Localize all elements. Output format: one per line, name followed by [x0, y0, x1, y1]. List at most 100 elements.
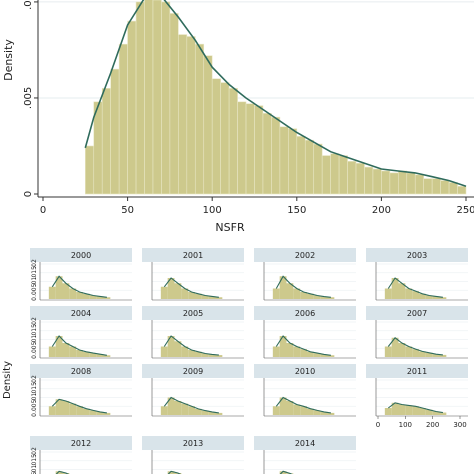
y-tick-label: .02 [31, 259, 38, 269]
bar [48, 346, 56, 357]
bar [286, 343, 294, 357]
bar [364, 166, 374, 195]
bar [83, 293, 90, 299]
bar [288, 128, 298, 195]
bar [313, 295, 321, 299]
bar [412, 406, 419, 415]
bar [391, 337, 399, 357]
bar [391, 278, 399, 299]
bar [215, 355, 223, 357]
panel-header [142, 248, 244, 262]
bar [161, 1, 171, 195]
bar [208, 354, 216, 357]
bar [423, 178, 433, 195]
bar [439, 297, 447, 299]
bar [69, 288, 77, 299]
bar [279, 471, 287, 474]
bar [313, 143, 323, 195]
y-tick-label: .015 [31, 382, 38, 396]
bar [188, 292, 195, 299]
bar [178, 34, 188, 195]
bar [48, 286, 56, 299]
x-tick-label: 150 [287, 205, 306, 216]
density-curve [387, 402, 443, 414]
y-tick-label: .015 [31, 324, 38, 338]
bar [160, 286, 168, 299]
x-tick-label: 50 [121, 205, 134, 216]
bar [372, 168, 382, 195]
bar [448, 182, 458, 195]
bar [307, 408, 314, 415]
bar [181, 403, 189, 415]
bar [188, 406, 195, 415]
bar [160, 406, 168, 415]
density-curve [51, 275, 107, 298]
density-curve [275, 396, 331, 414]
bar [389, 172, 399, 195]
bar [55, 399, 63, 415]
bar [439, 354, 447, 357]
density-curve [387, 337, 443, 356]
bar [237, 101, 247, 195]
bar [215, 412, 223, 415]
x-tick-label: 250 [456, 205, 474, 216]
bar [174, 341, 182, 357]
panel-title: 2004 [71, 309, 91, 318]
y-tick-label: .005 [31, 471, 38, 474]
density-curve [279, 470, 293, 474]
bar [300, 292, 307, 299]
bar [96, 296, 104, 299]
panel-title: 2005 [183, 309, 203, 318]
panel-title: 2002 [295, 251, 315, 260]
bar [431, 178, 441, 195]
bar [203, 55, 213, 195]
bar [55, 336, 63, 357]
bar [272, 406, 280, 415]
bar [181, 346, 189, 357]
bar [69, 403, 77, 415]
bar [220, 82, 230, 195]
bar [398, 283, 406, 299]
bar [279, 336, 287, 357]
bar [55, 276, 63, 299]
panel-title: 2012 [71, 439, 91, 448]
bar [419, 351, 426, 357]
density-curve [275, 275, 331, 298]
panel-title: 2007 [407, 309, 427, 318]
bar [425, 409, 433, 415]
bar [457, 186, 467, 195]
bar [432, 296, 440, 299]
bar [272, 346, 280, 357]
bar [307, 351, 314, 357]
bar [211, 78, 221, 195]
bar [405, 346, 413, 357]
x-tick-label: 200 [426, 421, 439, 429]
density-curve [163, 277, 219, 298]
bar [89, 353, 97, 357]
y-tick-label: 0 [31, 297, 38, 301]
bar [412, 349, 419, 357]
bar [279, 276, 287, 299]
panel-header [142, 306, 244, 320]
panel-title: 2009 [183, 367, 203, 376]
panel-header [254, 364, 356, 378]
bar [89, 295, 97, 299]
y-tick-label: 0 [31, 355, 38, 359]
bar [293, 288, 301, 299]
bar [313, 410, 321, 415]
bar [327, 412, 335, 415]
bar [186, 36, 196, 195]
density-curve [163, 335, 219, 356]
density-curve [387, 277, 443, 298]
bar [412, 291, 419, 299]
panel-header [254, 248, 356, 262]
x-tick-label: 0 [40, 205, 46, 216]
bar [195, 351, 202, 357]
bar [398, 170, 408, 195]
y-axis-label: Density [2, 39, 15, 81]
bar [181, 288, 189, 299]
bar [330, 153, 340, 195]
bar [320, 411, 328, 415]
bar [118, 43, 128, 195]
bar [55, 471, 63, 474]
